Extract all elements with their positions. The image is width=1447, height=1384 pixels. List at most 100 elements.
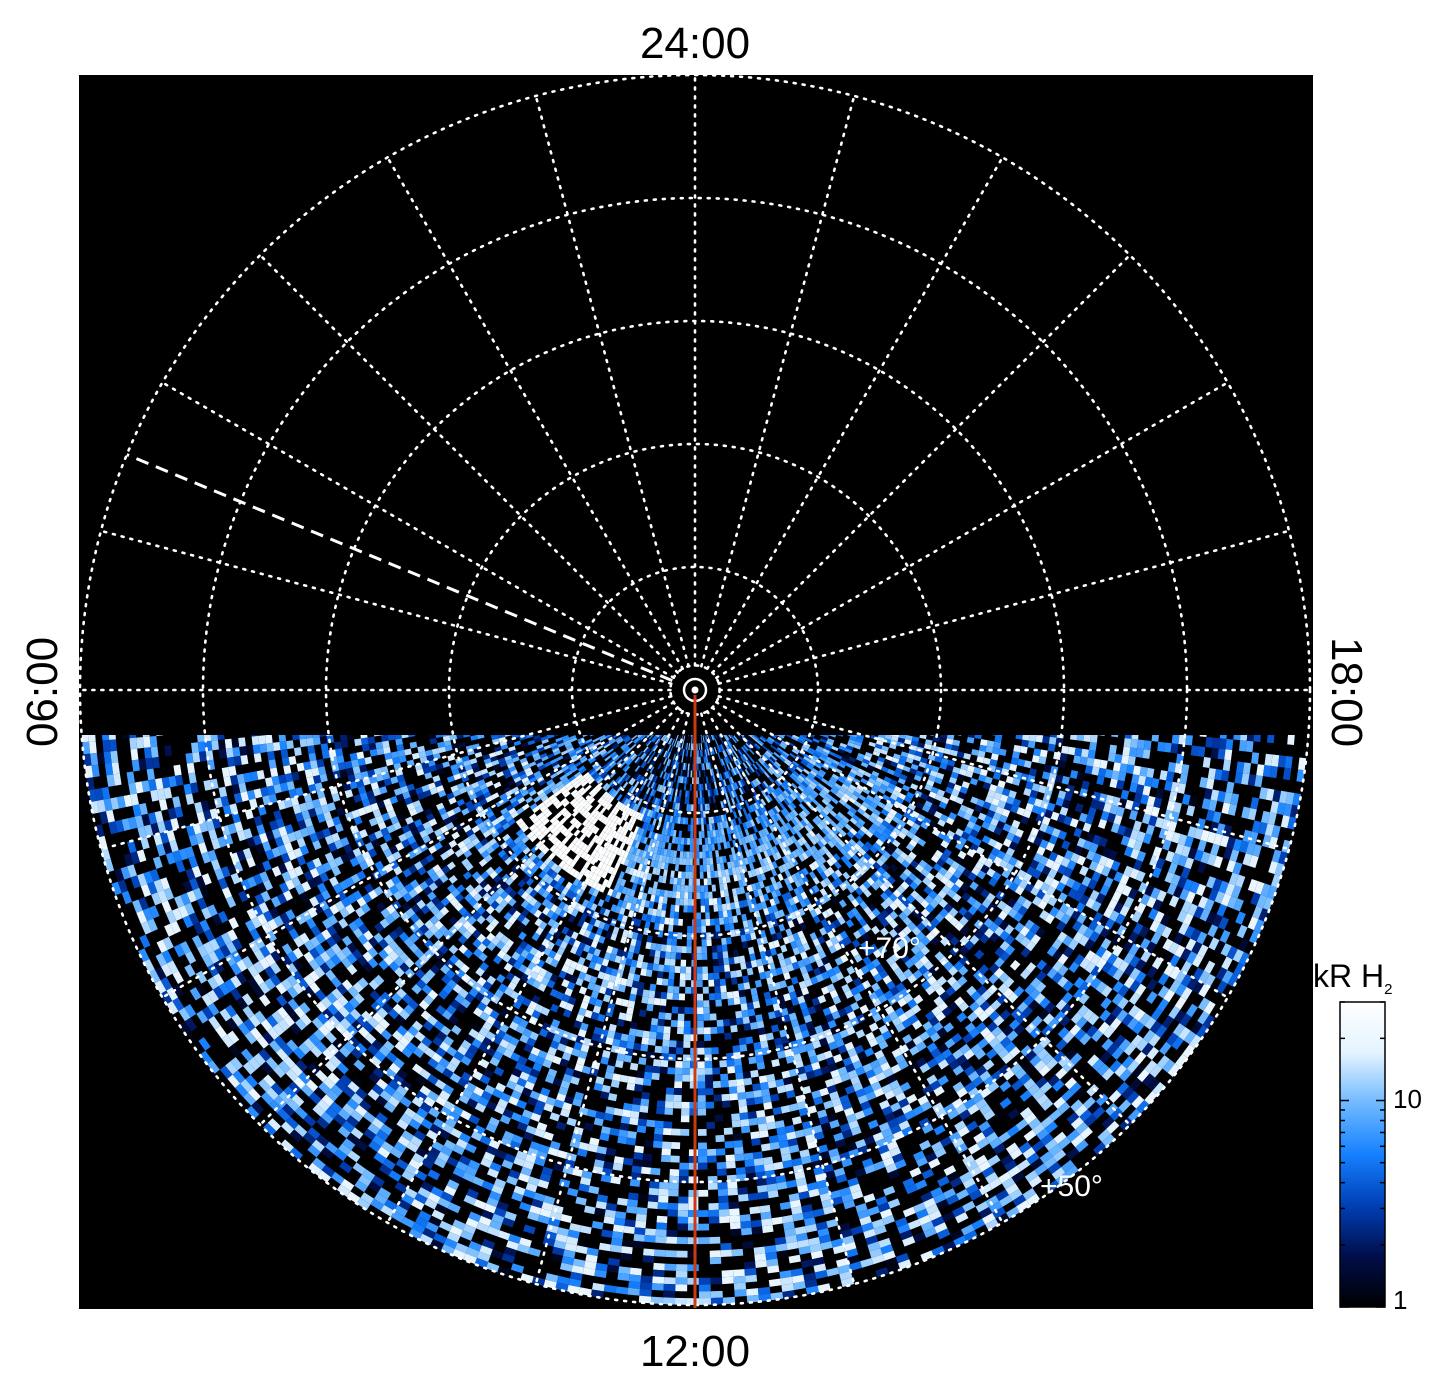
emission-cell [768,784,775,792]
emission-cell [675,761,679,769]
emission-cell [697,804,701,812]
emission-cell [684,797,688,805]
emission-cell [725,771,730,779]
emission-cell [633,737,640,743]
emission-cell [710,816,715,824]
emission-cell [580,757,588,764]
emission-cell [759,736,766,743]
emission-cell [652,963,659,972]
emission-cell [650,743,656,750]
emission-cell [743,836,749,844]
emission-cell [557,742,565,748]
emission-cell [599,806,607,815]
emission-cell [677,741,681,749]
emission-cell [773,762,780,769]
emission-cell [807,749,815,756]
emission-cell [676,740,680,748]
emission-cell [593,773,600,781]
emission-cell [702,973,709,981]
emission-cell [711,945,718,953]
emission-cell [812,752,821,759]
emission-cell [561,735,569,740]
emission-cell [680,885,685,893]
emission-cell [715,850,720,858]
emission-cell [650,845,656,854]
emission-cell [682,851,687,859]
emission-cell [653,745,659,752]
emission-cell [600,815,608,824]
emission-cell [572,800,580,808]
emission-cell [710,871,715,879]
emission-cell [567,762,575,769]
emission-cell [660,944,667,952]
emission-cell [782,781,789,789]
emission-cell [685,966,692,974]
emission-cell [650,832,656,840]
emission-cell [644,823,650,831]
emission-cell [632,771,638,779]
emission-cell [798,812,806,820]
emission-cell [780,742,788,748]
emission-cell [723,814,728,822]
emission-cell [705,918,711,926]
emission-cell [805,796,813,804]
emission-cell [755,777,762,785]
emission-cell [584,774,592,781]
emission-cell [762,772,769,780]
emission-cell [673,795,677,803]
emission-cell [763,835,770,843]
emission-cell [569,751,577,758]
emission-cell [703,756,706,764]
emission-cell [616,758,623,766]
emission-cell [675,952,682,960]
emission-cell [593,810,600,818]
emission-cell [816,745,824,751]
emission-cell [710,735,714,741]
emission-cell [605,735,613,739]
emission-cell [536,743,544,750]
emission-cell [621,772,628,779]
emission-cell [650,735,657,742]
emission-cell [717,842,722,851]
emission-cell [706,803,711,811]
emission-cell [696,743,698,751]
emission-cell [573,782,582,790]
emission-cell [668,972,675,980]
emission-cell [688,804,692,812]
emission-cell [822,786,831,794]
emission-cell [585,804,593,812]
emission-cell [697,777,700,785]
emission-cell [704,749,708,757]
emission-cell [562,737,570,743]
emission-cell [730,790,736,798]
emission-cell [637,750,644,757]
emission-cell [705,844,709,852]
emission-cell [747,820,753,828]
emission-cell [837,748,845,754]
emission-cell [579,755,587,762]
emission-cell [683,783,687,791]
emission-cell [642,829,648,837]
emission-cell [739,794,745,802]
emission-cell [654,738,660,745]
emission-cell [659,748,664,756]
emission-cell [755,761,762,768]
emission-cell [732,768,737,776]
emission-cell [631,832,637,840]
emission-cell [733,832,739,840]
emission-cell [764,795,771,803]
emission-cell [696,926,702,933]
emission-cell [729,819,735,827]
emission-cell [621,744,628,751]
emission-cell [696,750,699,758]
emission-cell [691,777,694,785]
emission-cell [671,836,676,844]
emission-cell [630,753,637,760]
emission-cell [628,777,635,785]
emission-cell [608,760,616,767]
emission-cell [634,765,641,772]
emission-cell [646,780,652,788]
emission-cell [701,749,704,757]
emission-cell [735,766,740,774]
emission-cell [653,797,659,805]
